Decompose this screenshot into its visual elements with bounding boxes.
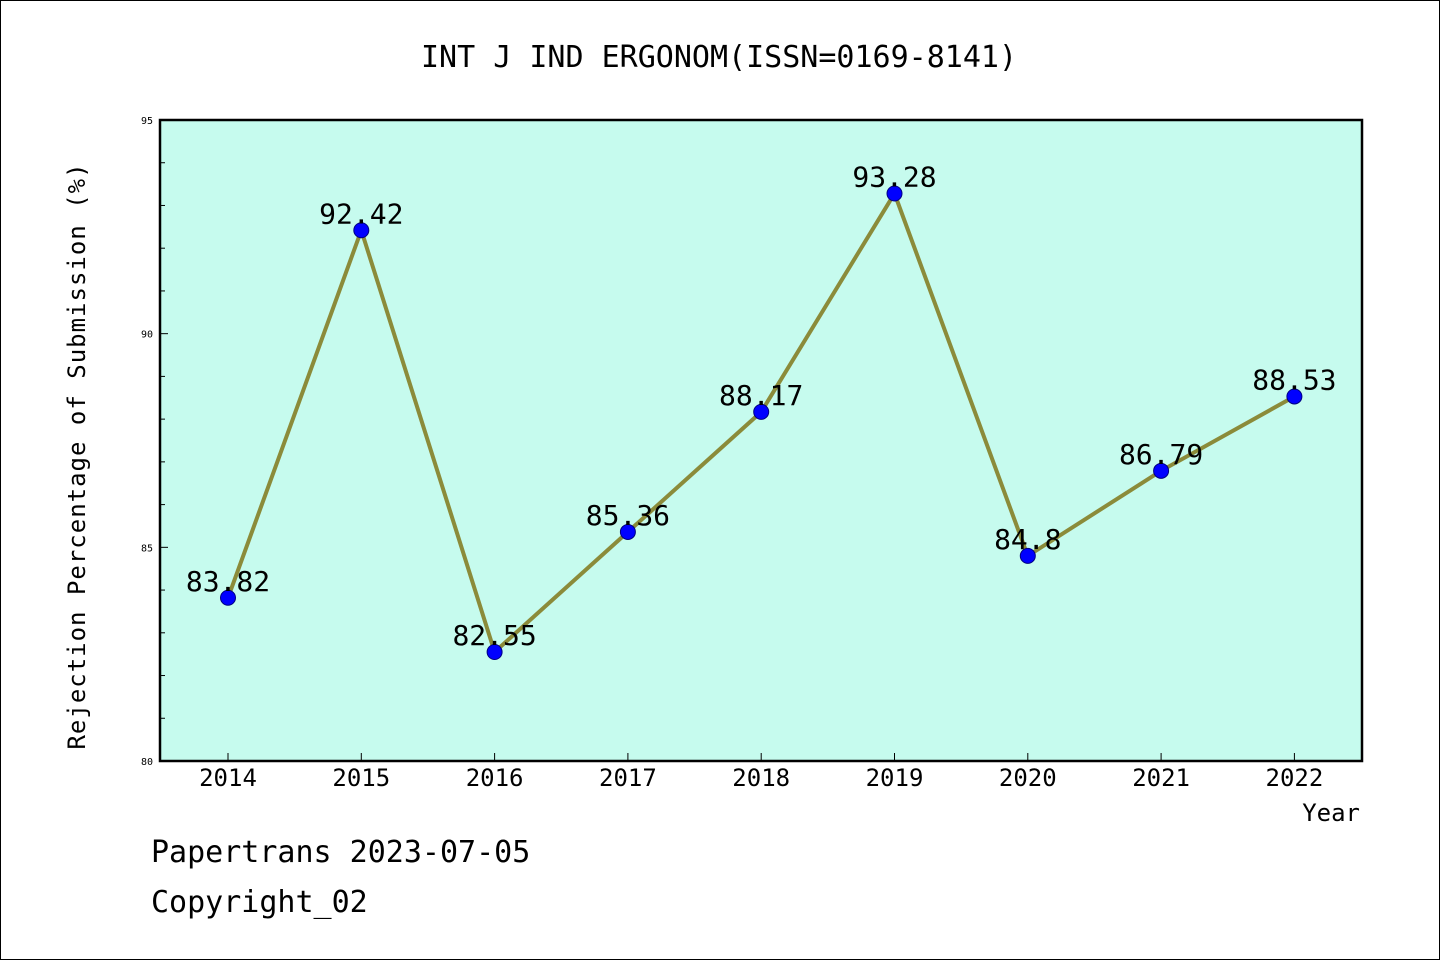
data-point-2017 bbox=[619, 523, 636, 540]
data-point-2020 bbox=[1019, 547, 1036, 564]
y-tick-label: 90 bbox=[141, 330, 153, 341]
data-point-2016 bbox=[486, 644, 503, 661]
data-point-2022 bbox=[1286, 388, 1303, 405]
data-label-2020: 84.8 bbox=[994, 523, 1061, 556]
x-tick-label: 2015 bbox=[332, 764, 390, 792]
data-point-2014 bbox=[220, 589, 236, 606]
data-label-2015: 92.42 bbox=[319, 197, 403, 230]
x-tick-label: 2018 bbox=[732, 764, 790, 792]
data-label-2014: 83.82 bbox=[186, 565, 270, 598]
data-point-2019 bbox=[886, 185, 903, 202]
y-axis: 80 85 90 95 bbox=[141, 116, 168, 768]
x-tick-label: 2022 bbox=[1266, 764, 1324, 792]
x-tick-label: 2019 bbox=[866, 764, 924, 792]
data-point-2021 bbox=[1153, 462, 1170, 479]
data-label-2016: 82.55 bbox=[452, 619, 536, 652]
x-tick-label: 2016 bbox=[466, 764, 524, 792]
data-labels: 83.82 92.42 82.55 85.36 88.17 93.28 84.8 86.79 8… bbox=[186, 161, 1337, 653]
data-points bbox=[220, 185, 1303, 661]
data-label-2019: 93.28 bbox=[852, 161, 936, 194]
footer-line-1: Papertrans 2023-07-05 bbox=[151, 835, 531, 870]
x-axis-label: Year bbox=[1302, 799, 1360, 827]
y-tick-label: 85 bbox=[141, 543, 153, 554]
data-label-2017: 85.36 bbox=[586, 499, 670, 532]
data-point-2018 bbox=[753, 403, 770, 420]
y-tick-label: 80 bbox=[141, 757, 153, 768]
data-label-2022: 88.53 bbox=[1252, 363, 1336, 396]
data-label-2021: 86.79 bbox=[1119, 438, 1203, 471]
x-tick-label: 2021 bbox=[1132, 764, 1190, 792]
footer-line-2: Copyright_02 bbox=[151, 885, 368, 920]
data-label-2018: 88.17 bbox=[719, 379, 803, 412]
y-axis-label: Rejection Percentage of Submission (%) bbox=[63, 162, 91, 749]
x-axis: 2014 2015 2016 2017 2018 2019 2020 2021 2022 bbox=[199, 753, 1323, 792]
chart-title: INT J IND ERGONOM(ISSN=0169-8141) bbox=[421, 40, 1017, 75]
x-tick-label: 2020 bbox=[999, 764, 1057, 792]
data-point-2015 bbox=[353, 222, 370, 239]
y-tick-label: 95 bbox=[141, 116, 153, 127]
x-tick-label: 2017 bbox=[599, 764, 657, 792]
x-tick-label: 2014 bbox=[199, 764, 257, 792]
